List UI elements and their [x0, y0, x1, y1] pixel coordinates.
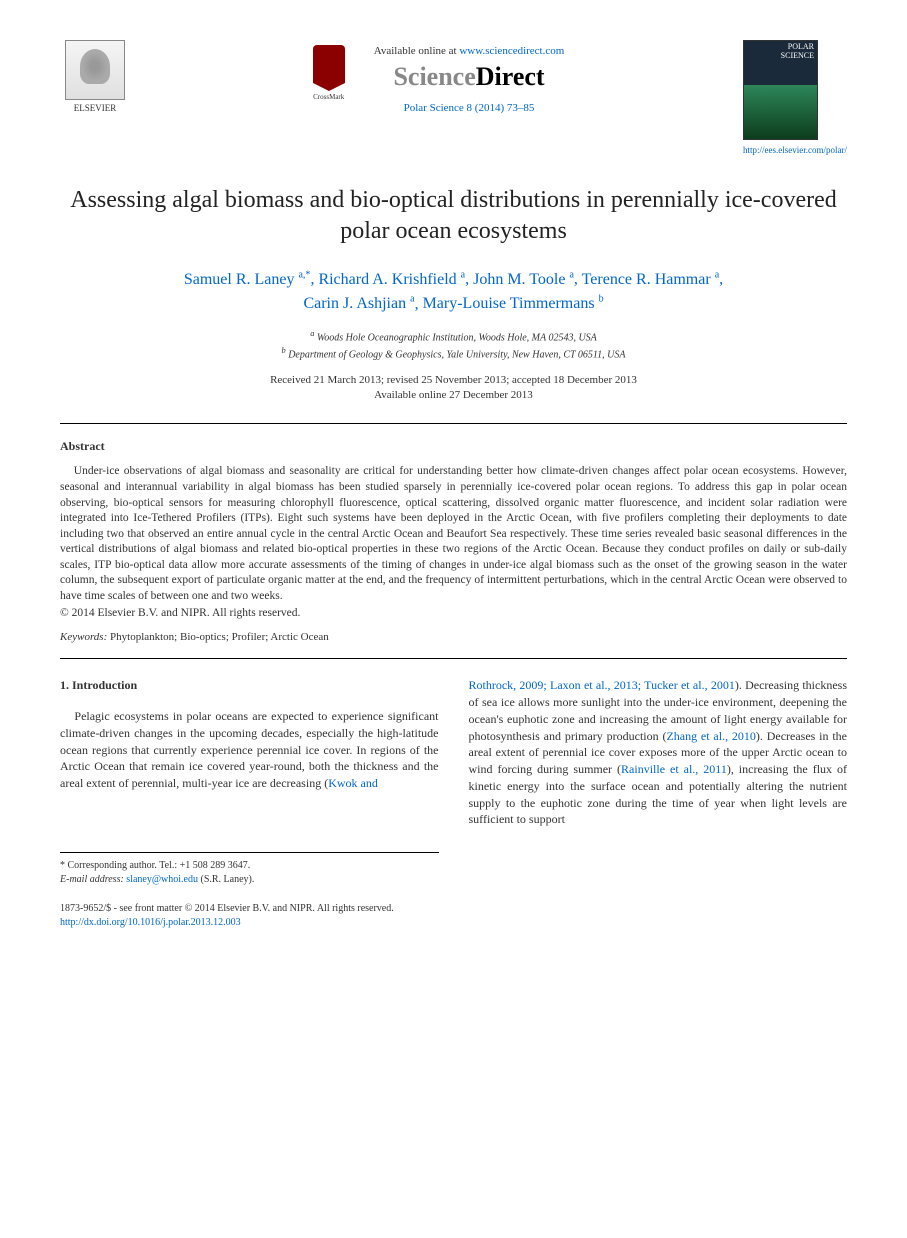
elsevier-label: ELSEVIER — [74, 103, 117, 113]
available-prefix: Available online at — [374, 45, 460, 57]
crossmark-label: CrossMark — [309, 93, 349, 101]
author-2[interactable]: Richard A. Krishfield a — [318, 271, 465, 288]
author-4[interactable]: Terence R. Hammar a — [582, 271, 720, 288]
citation-kwok[interactable]: Kwok and — [328, 776, 378, 790]
author-5[interactable]: Carin J. Ashjian a — [303, 295, 414, 312]
doi-link[interactable]: http://dx.doi.org/10.1016/j.polar.2013.1… — [60, 916, 847, 930]
author-list: Samuel R. Laney a,*, Richard A. Krishfie… — [60, 267, 847, 316]
elsevier-logo[interactable]: ELSEVIER — [60, 40, 130, 120]
journal-cover-thumbnail[interactable]: POLARSCIENCE — [743, 40, 818, 140]
citation-rothrock[interactable]: Rothrock, 2009; Laxon et al., 2013; Tuck… — [469, 678, 735, 692]
article-dates: Received 21 March 2013; revised 25 Novem… — [60, 373, 847, 404]
sd-logo-black: Direct — [476, 62, 545, 91]
intro-paragraph-1: Pelagic ecosystems in polar oceans are e… — [60, 708, 439, 792]
author-6[interactable]: Mary-Louise Timmermans b — [423, 295, 604, 312]
citation-zhang[interactable]: Zhang et al., 2010 — [666, 729, 755, 743]
divider-2 — [60, 658, 847, 659]
affiliation-a: Woods Hole Oceanographic Institution, Wo… — [317, 332, 597, 343]
divider-1 — [60, 423, 847, 424]
sciencedirect-link[interactable]: www.sciencedirect.com — [459, 45, 564, 57]
journal-homepage-link[interactable]: http://ees.elsevier.com/polar/ — [743, 145, 847, 155]
sciencedirect-logo: ScienceDirect — [374, 62, 565, 92]
keywords: Keywords: Phytoplankton; Bio-optics; Pro… — [60, 631, 847, 643]
page-header: ELSEVIER CrossMark Available online at w… — [60, 40, 847, 155]
abstract-text: Under-ice observations of algal biomass … — [60, 464, 847, 604]
author-1[interactable]: Samuel R. Laney a,* — [184, 271, 311, 288]
citation-rainville[interactable]: Rainville et al., 2011 — [621, 762, 727, 776]
header-right: POLARSCIENCE http://ees.elsevier.com/pol… — [743, 40, 847, 155]
email-label: E-mail address: — [60, 874, 124, 885]
crossmark-badge[interactable]: CrossMark — [309, 45, 349, 95]
available-online-text: Available online at www.sciencedirect.co… — [374, 45, 565, 57]
dates-line1: Received 21 March 2013; revised 25 Novem… — [270, 374, 637, 386]
elsevier-tree-icon — [65, 40, 125, 100]
header-center: CrossMark Available online at www.scienc… — [130, 40, 743, 114]
email-line: E-mail address: slaney@whoi.edu (S.R. La… — [60, 873, 439, 887]
keywords-label: Keywords: — [60, 631, 107, 643]
dates-line2: Available online 27 December 2013 — [374, 389, 533, 401]
corresponding-author: * Corresponding author. Tel.: +1 508 289… — [60, 859, 439, 873]
sd-logo-gray: Science — [393, 62, 475, 91]
article-title: Assessing algal biomass and bio-optical … — [60, 185, 847, 247]
body-columns: 1. Introduction Pelagic ecosystems in po… — [60, 677, 847, 887]
keywords-text: Phytoplankton; Bio-optics; Profiler; Arc… — [110, 631, 329, 643]
column-right: Rothrock, 2009; Laxon et al., 2013; Tuck… — [469, 677, 848, 887]
section-heading-1: 1. Introduction — [60, 677, 439, 694]
issn-line: 1873-9652/$ - see front matter © 2014 El… — [60, 902, 847, 916]
header-left: ELSEVIER — [60, 40, 130, 120]
affiliation-b: Department of Geology & Geophysics, Yale… — [288, 350, 625, 361]
copyright-line: © 2014 Elsevier B.V. and NIPR. All right… — [60, 607, 847, 619]
footnotes: * Corresponding author. Tel.: +1 508 289… — [60, 852, 439, 887]
email-suffix: (S.R. Laney). — [201, 874, 255, 885]
abstract-heading: Abstract — [60, 439, 847, 454]
email-link[interactable]: slaney@whoi.edu — [126, 874, 198, 885]
page-footer: 1873-9652/$ - see front matter © 2014 El… — [60, 902, 847, 930]
affiliations: a Woods Hole Oceanographic Institution, … — [60, 328, 847, 363]
journal-reference[interactable]: Polar Science 8 (2014) 73–85 — [374, 102, 565, 114]
author-3[interactable]: John M. Toole a — [473, 271, 574, 288]
intro-text-1: Pelagic ecosystems in polar oceans are e… — [60, 709, 439, 790]
column-left: 1. Introduction Pelagic ecosystems in po… — [60, 677, 439, 887]
crossmark-icon — [313, 45, 345, 83]
journal-cover-title: POLARSCIENCE — [781, 43, 814, 61]
intro-paragraph-1-cont: Rothrock, 2009; Laxon et al., 2013; Tuck… — [469, 677, 848, 828]
